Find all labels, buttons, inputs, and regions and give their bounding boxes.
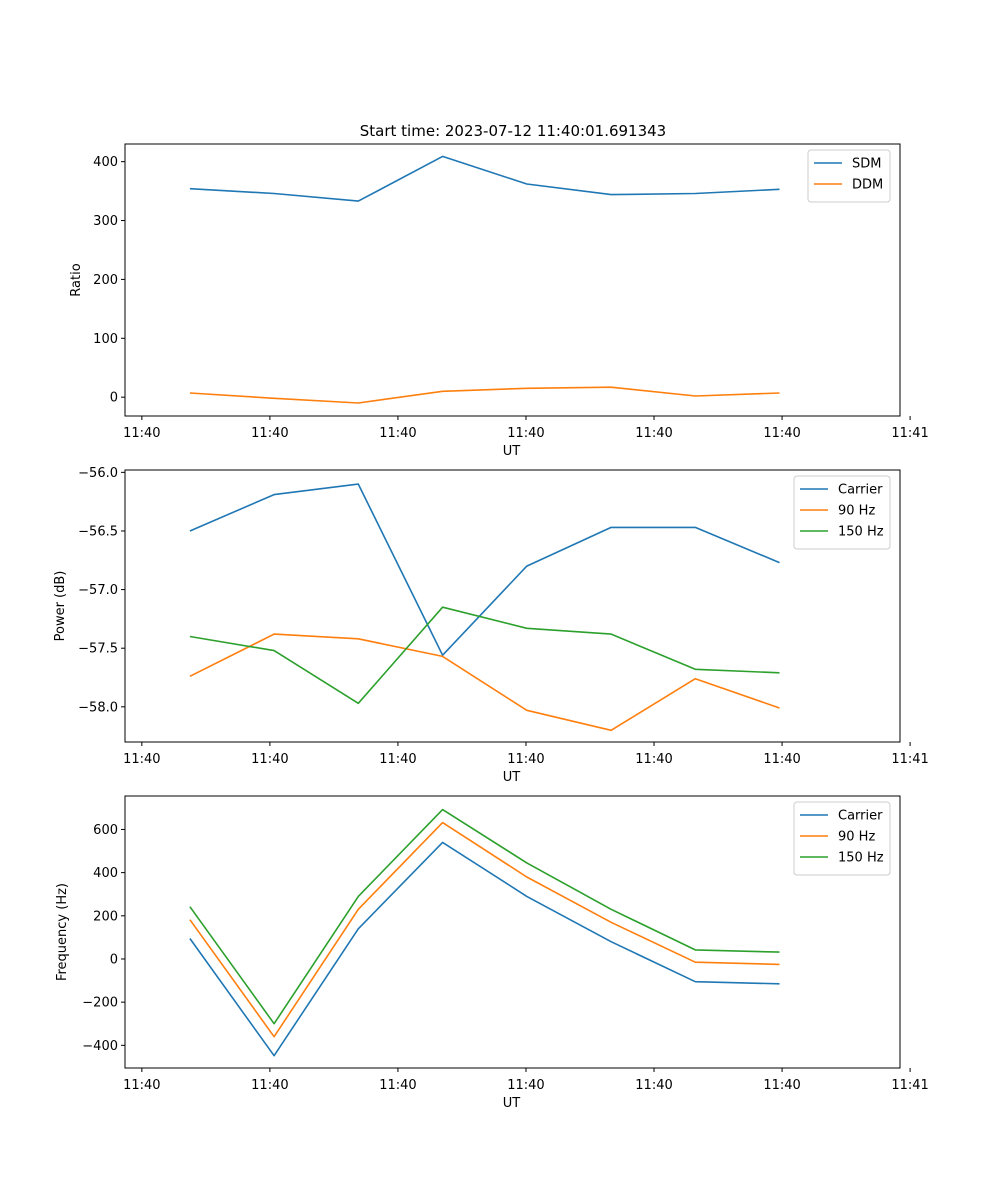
x-tick-label: 11:40 [507, 752, 544, 767]
y-tick-label: 200 [93, 273, 118, 288]
legend: Carrier 90 Hz 150 Hz [793, 801, 891, 876]
y-tick-label: −400 [82, 1039, 118, 1054]
x-tick-label: 11:40 [123, 1078, 160, 1093]
legend-label: 150 Hz [838, 525, 884, 540]
x-tick-label: 11:40 [763, 752, 800, 767]
legend-label: DDM [852, 178, 883, 193]
y-tick-label: −200 [82, 996, 118, 1011]
plot-frame [124, 469, 901, 743]
x-tick-label: 11:40 [379, 1078, 416, 1093]
series-line-sdm [189, 155, 780, 202]
y-tick-label: 400 [93, 866, 118, 881]
series-line-carrier [189, 483, 780, 657]
x-tick-label: 11:40 [251, 1078, 288, 1093]
x-tick-label: 11:40 [507, 1078, 544, 1093]
y-tick-label: 600 [93, 823, 118, 838]
y-tick-label: 0 [110, 391, 118, 406]
y-tick-label: −56.0 [78, 466, 118, 481]
y-tick-label: 300 [93, 214, 118, 229]
y-tick-label: 0 [110, 952, 118, 967]
y-tick-label: −56.5 [78, 524, 118, 539]
x-axis-label: UT [503, 770, 521, 785]
x-tick-label: 11:40 [763, 1078, 800, 1093]
x-tick-label: 11:40 [123, 426, 160, 441]
x-tick-label: 11:40 [763, 426, 800, 441]
y-tick-label: −57.0 [78, 583, 118, 598]
x-tick-label: 11:40 [635, 426, 672, 441]
x-tick-label: 11:40 [379, 752, 416, 767]
y-tick-label: 100 [93, 332, 118, 347]
x-tick-label: 11:40 [635, 752, 672, 767]
legend-label: 90 Hz [838, 504, 875, 519]
x-axis-label: UT [503, 1096, 521, 1111]
legend: SDM DDM [807, 149, 891, 203]
series-line-150-hz [189, 606, 780, 705]
chart-panel-2: −56.0 −56.5 −57.0 −57.5 −58.0 11:40 11:40 11:40… [53, 466, 929, 785]
y-tick-label: 400 [93, 155, 118, 170]
x-tick-label: 11:40 [251, 752, 288, 767]
series-line-90-hz [189, 821, 780, 1038]
y-axis-label: Power (dB) [53, 571, 68, 642]
legend-label: 150 Hz [838, 851, 884, 866]
x-tick-label: 11:41 [891, 752, 928, 767]
legend-label: 90 Hz [838, 830, 875, 845]
plot-frame [124, 143, 901, 417]
series-line-carrier [189, 841, 780, 1057]
x-tick-label: 11:41 [891, 1078, 928, 1093]
x-tick-label: 11:40 [507, 426, 544, 441]
y-tick-label: −58.0 [78, 700, 118, 715]
legend: Carrier 90 Hz 150 Hz [793, 475, 891, 550]
series-line-90-hz [189, 633, 780, 732]
x-tick-label: 11:40 [635, 1078, 672, 1093]
x-axis-label: UT [503, 444, 521, 459]
y-tick-label: 200 [93, 909, 118, 924]
series-line-150-hz [189, 808, 780, 1025]
figure-title: Start time: 2023-07-12 11:40:01.691343 [360, 122, 666, 140]
x-tick-label: 11:41 [891, 426, 928, 441]
legend-label: SDM [852, 157, 881, 172]
y-tick-label: −57.5 [78, 642, 118, 657]
plot-frame [124, 795, 901, 1069]
chart-panel-1: 0 100 200 300 400 11:40 11:40 11:40 11:40 11:40 11… [69, 143, 929, 459]
x-tick-label: 11:40 [379, 426, 416, 441]
x-tick-label: 11:40 [123, 752, 160, 767]
chart-panel-3: −400 −200 0 200 400 600 11:40 11:40 11:40 11:40 11… [55, 795, 929, 1111]
legend-label: Carrier [838, 809, 883, 824]
x-tick-label: 11:40 [251, 426, 288, 441]
series-line-ddm [189, 386, 780, 404]
y-axis-label: Frequency (Hz) [55, 883, 70, 981]
y-axis-label: Ratio [69, 263, 84, 296]
legend-label: Carrier [838, 483, 883, 498]
